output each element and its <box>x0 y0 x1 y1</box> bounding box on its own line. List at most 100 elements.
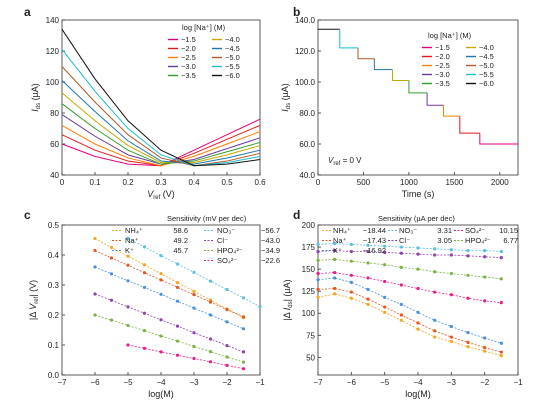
x-tick-label: −4 <box>413 378 423 387</box>
series-line <box>61 66 261 167</box>
y-tick-label: 100.0 <box>295 78 316 87</box>
x-tick-label: 500 <box>357 178 371 187</box>
data-point <box>109 245 114 250</box>
legend-entry: NH₄⁺ <box>333 226 351 235</box>
y-tick-label: 120 <box>46 47 60 56</box>
data-point <box>316 295 320 299</box>
data-point <box>433 247 437 251</box>
series-line <box>459 116 480 134</box>
x-tick-label: 1500 <box>445 178 463 187</box>
data-point <box>175 281 180 285</box>
data-point <box>399 313 403 317</box>
series-line <box>339 29 358 49</box>
legend-entry: Na⁺ <box>333 236 347 245</box>
data-point <box>416 286 420 291</box>
legend-entry: −4.0 <box>479 43 494 52</box>
series-line <box>357 47 375 60</box>
annotation-vref: Vref = 0 V <box>328 156 362 167</box>
legend-title: Sensitivity (µA per dec) <box>378 214 455 223</box>
data-point <box>241 350 246 354</box>
data-point <box>466 273 470 277</box>
data-point <box>499 249 503 254</box>
data-point <box>433 335 437 339</box>
legend-sensitivity: −17.43 <box>363 236 386 245</box>
data-point <box>366 302 370 307</box>
x-tick-label: −1 <box>255 378 265 387</box>
data-point <box>333 276 337 280</box>
data-point <box>366 297 370 301</box>
data-point <box>175 299 180 303</box>
y-tick-label: 140 <box>46 16 60 25</box>
x-tick-label: 0 <box>60 178 65 187</box>
y-tick-label: 0.4 <box>48 251 60 260</box>
legend-sensitivity: −16.92 <box>363 246 386 255</box>
data-point <box>433 329 437 333</box>
y-tick-label: 125 <box>302 287 316 296</box>
legend-entry: −5.5 <box>225 62 240 71</box>
y-tick-label: 0.3 <box>48 281 60 290</box>
legend-sensitivity: 6.77 <box>503 236 518 245</box>
data-point <box>416 267 420 271</box>
legend-entry: −2.5 <box>181 53 196 62</box>
data-point <box>366 276 370 280</box>
y-tick-label: 80 <box>50 109 59 118</box>
data-point <box>159 278 163 282</box>
series-line <box>61 124 261 167</box>
legend-sensitivity: 10.15 <box>499 226 518 235</box>
y-tick-label: 100 <box>46 78 60 87</box>
data-point <box>483 275 487 279</box>
data-point <box>142 271 147 275</box>
panel-label-c: c <box>24 208 31 222</box>
panel-label-b: b <box>293 5 300 19</box>
fit-line <box>94 266 244 330</box>
data-point <box>483 336 487 340</box>
series-line <box>61 29 261 167</box>
data-point <box>175 262 180 266</box>
data-point <box>449 248 453 252</box>
data-point <box>316 242 320 247</box>
data-point <box>225 287 229 292</box>
fit-line <box>317 259 502 280</box>
legend-entry: −1.5 <box>181 35 196 44</box>
series-line <box>61 124 261 167</box>
data-point <box>399 251 403 255</box>
series-line <box>61 103 261 165</box>
legend-sensitivity: −43.0 <box>261 236 280 245</box>
series-line <box>479 133 518 145</box>
data-point <box>225 355 229 359</box>
data-point <box>483 299 487 303</box>
legend-title: log [Na⁺] (M) <box>428 31 472 40</box>
data-point <box>483 349 487 353</box>
y-tick-label: 0.5 <box>48 221 60 230</box>
data-point <box>192 270 196 274</box>
y-tick-label: 50 <box>306 353 315 362</box>
legend-sensitivity: −34.9 <box>261 246 280 255</box>
series-line <box>373 58 393 71</box>
data-point <box>433 290 437 294</box>
x-tick-label: 0.4 <box>188 178 200 187</box>
data-point <box>349 242 353 247</box>
legend-entry: −6.0 <box>225 71 240 80</box>
data-point <box>175 353 180 357</box>
legend-sensitivity: 45.7 <box>173 246 188 255</box>
data-point <box>316 287 320 292</box>
data-point <box>109 256 114 260</box>
data-point <box>126 254 130 258</box>
data-point <box>316 258 320 262</box>
data-point <box>316 278 320 282</box>
data-point <box>366 287 370 292</box>
legend-entry: −2.0 <box>181 44 196 53</box>
legend-entry: −2.5 <box>435 61 450 70</box>
data-point <box>466 331 470 335</box>
data-point <box>192 289 196 293</box>
y-tick-label: 200 <box>302 221 316 230</box>
y-tick-label: 60 <box>50 140 59 149</box>
y-axis-label: |Δ Vref| (V) <box>28 280 40 320</box>
data-point <box>383 305 387 309</box>
legend-entry: Na⁺ <box>125 236 139 245</box>
x-tick-label: −1 <box>513 378 523 387</box>
x-tick-label: 0.1 <box>89 178 101 187</box>
data-point <box>126 343 130 347</box>
legend-entry: −4.5 <box>225 44 240 53</box>
